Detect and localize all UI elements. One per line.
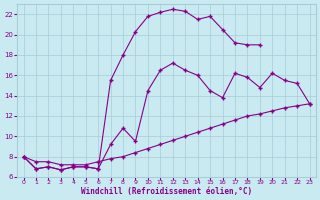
X-axis label: Windchill (Refroidissement éolien,°C): Windchill (Refroidissement éolien,°C): [81, 187, 252, 196]
